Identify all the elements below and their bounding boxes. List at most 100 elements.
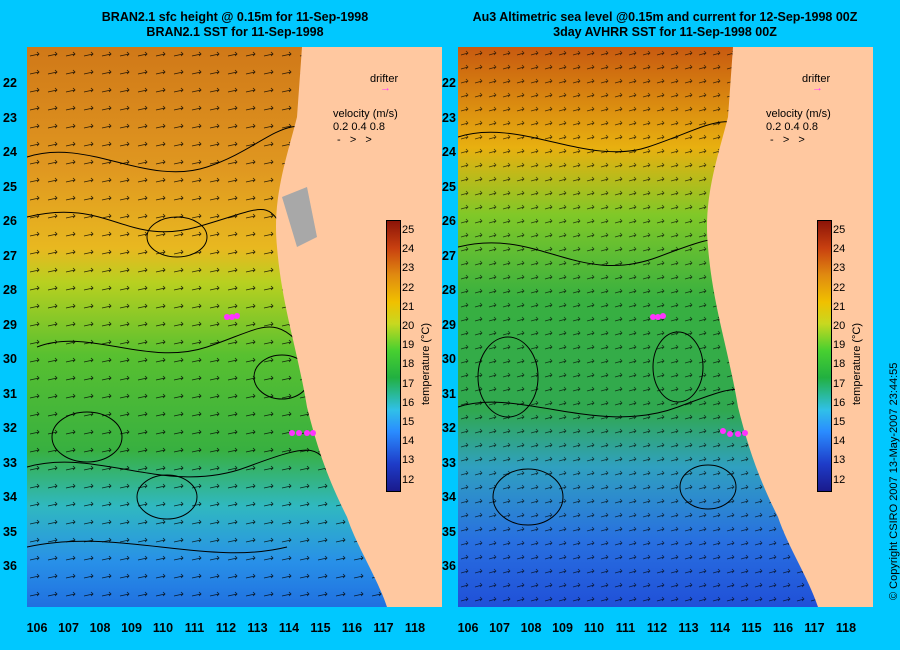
right-velocity-label: velocity (m/s) <box>766 108 831 120</box>
left-velocity-arrows-icon: - > > <box>337 134 372 146</box>
longitude-label: 109 <box>121 621 142 635</box>
latitude-label: 30 <box>442 352 456 366</box>
longitude-label: 114 <box>278 621 300 635</box>
latitude-label: 23 <box>3 110 17 125</box>
right-drifter-arrow-icon: → <box>812 82 823 94</box>
colorbar-tick-label: 13 <box>402 454 415 467</box>
latitude-label: 36 <box>3 559 17 573</box>
longitude-label: 116 <box>341 621 363 635</box>
latitude-label: 22 <box>3 76 17 90</box>
latitude-label: 36 <box>442 559 456 573</box>
latitude-label: 25 <box>442 179 456 194</box>
right-title-line2: 3day AVHRR SST for 11-Sep-1998 00Z <box>553 25 777 39</box>
longitude-label: 110 <box>583 621 605 635</box>
longitude-label: 110 <box>152 621 174 635</box>
latitude-label: 26 <box>3 214 17 228</box>
latitude-label: 34 <box>3 490 17 504</box>
left-drifter-label: drifter <box>370 73 399 85</box>
longitude-label: 115 <box>310 621 331 635</box>
right-sst-map <box>458 47 873 607</box>
colorbar-tick-label: 22 <box>833 281 846 294</box>
latitude-label: 35 <box>3 524 17 539</box>
latitude-label: 23 <box>442 110 456 125</box>
colorbar-tick-label: 14 <box>833 435 846 448</box>
left-drifter-arrow-icon: → <box>380 82 391 94</box>
latitude-label: 31 <box>442 386 456 401</box>
colorbar-tick-label: 24 <box>833 243 846 256</box>
latitude-label: 24 <box>3 145 17 159</box>
left-title-line2: BRAN2.1 SST for 11-Sep-1998 <box>146 25 324 39</box>
colorbar-tick-label: 19 <box>402 339 415 352</box>
left-velocity-label: velocity (m/s) <box>333 108 398 120</box>
colorbar-tick-label: 16 <box>833 396 846 409</box>
colorbar-tick-label: 20 <box>833 320 846 332</box>
longitude-label: 118 <box>835 621 857 635</box>
colorbar-tick-label: 19 <box>833 339 846 352</box>
colorbar-tick-label: 15 <box>402 416 415 428</box>
longitude-label: 117 <box>373 621 394 635</box>
colorbar-tick-label: 18 <box>833 358 846 371</box>
latitude-label: 33 <box>442 455 456 470</box>
left-title-line1: BRAN2.1 sfc height @ 0.15m for 11-Sep-19… <box>101 10 369 24</box>
right-velocity-arrows-icon: - > > <box>770 134 805 146</box>
latitude-label: 22 <box>442 76 456 90</box>
longitude-label: 107 <box>58 621 79 635</box>
colorbar-tick-label: 25 <box>402 224 415 236</box>
latitude-label: 32 <box>442 421 456 435</box>
longitude-label: 114 <box>709 621 731 635</box>
latitude-label: 28 <box>442 283 456 297</box>
latitude-label: 26 <box>442 214 456 228</box>
latitude-label: 27 <box>3 248 17 263</box>
latitude-label: 24 <box>442 145 456 159</box>
left-velocity-values: 0.2 0.4 0.8 <box>333 121 385 133</box>
longitude-label: 111 <box>184 621 205 635</box>
colorbar-tick-label: 12 <box>402 473 415 486</box>
longitude-label: 118 <box>404 621 426 635</box>
colorbar-tick-label: 20 <box>402 320 415 332</box>
latitude-label: 35 <box>442 524 456 539</box>
colorbar-tick-label: 24 <box>402 243 415 256</box>
latitude-label: 33 <box>3 455 17 470</box>
latitude-label: 32 <box>3 421 17 435</box>
colorbar-tick-label: 17 <box>833 377 846 390</box>
colorbar-tick-label: 13 <box>833 454 846 467</box>
longitude-label: 117 <box>804 621 825 635</box>
colorbar-tick-label: 23 <box>833 262 846 275</box>
longitude-label: 113 <box>247 621 268 635</box>
left-colorbar-label: temperature (°C) <box>420 322 432 405</box>
longitude-label: 107 <box>489 621 510 635</box>
colorbar-tick-label: 16 <box>402 396 415 409</box>
longitude-label: 116 <box>772 621 794 635</box>
longitude-label: 112 <box>215 621 237 635</box>
latitude-label: 25 <box>3 179 17 194</box>
latitude-label: 27 <box>442 248 456 263</box>
colorbar-tick-label: 23 <box>402 262 415 275</box>
longitude-label: 112 <box>646 621 668 635</box>
right-drifter-label: drifter <box>802 73 831 85</box>
right-colorbar <box>817 220 832 492</box>
longitude-label: 106 <box>457 621 479 635</box>
longitude-label: 108 <box>89 621 111 635</box>
colorbar-tick-label: 14 <box>402 435 415 448</box>
longitude-label: 113 <box>678 621 699 635</box>
latitude-label: 34 <box>442 490 456 504</box>
right-title-line1: Au3 Altimetric sea level @0.15m and curr… <box>472 10 858 24</box>
colorbar-tick-label: 21 <box>833 300 846 313</box>
right-colorbar-label: temperature (°C) <box>851 322 863 405</box>
colorbar-tick-label: 17 <box>402 377 415 390</box>
latitude-label: 28 <box>3 283 17 297</box>
latitude-label: 30 <box>3 352 17 366</box>
latitude-label: 29 <box>442 317 456 332</box>
left-colorbar <box>386 220 401 492</box>
colorbar-tick-label: 25 <box>833 224 846 236</box>
copyright-notice: © Copyright CSIRO 2007 13-May-2007 23:44… <box>888 362 900 600</box>
colorbar-tick-label: 22 <box>402 281 415 294</box>
longitude-label: 106 <box>26 621 48 635</box>
right-velocity-values: 0.2 0.4 0.8 <box>766 121 818 133</box>
latitude-label: 29 <box>3 317 17 332</box>
colorbar-tick-label: 21 <box>402 300 415 313</box>
longitude-label: 108 <box>520 621 542 635</box>
latitude-label: 31 <box>3 386 17 401</box>
colorbar-tick-label: 12 <box>833 473 846 486</box>
colorbar-tick-label: 15 <box>833 416 846 428</box>
